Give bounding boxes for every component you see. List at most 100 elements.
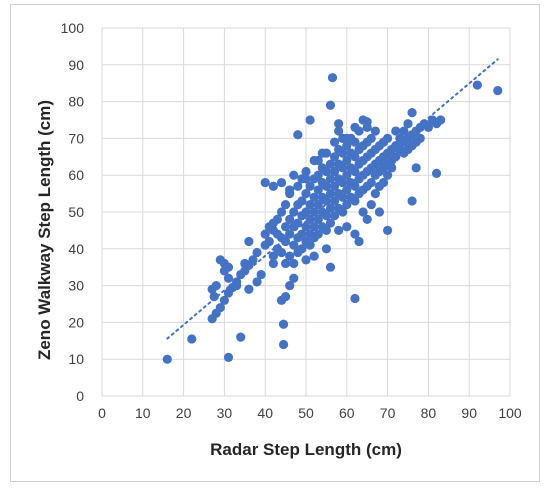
data-point (334, 119, 344, 129)
data-point (268, 258, 278, 269)
data-point (423, 122, 433, 132)
data-point (350, 196, 360, 206)
y-tick-label: 10 (68, 351, 84, 367)
data-point (342, 133, 352, 143)
data-point (301, 174, 311, 184)
data-point (244, 284, 254, 294)
data-point (297, 196, 307, 206)
data-point (223, 352, 234, 362)
data-point (329, 137, 340, 147)
y-tick-label: 20 (68, 314, 84, 330)
data-point (325, 189, 336, 199)
data-point (313, 229, 323, 239)
y-tick-label: 70 (68, 130, 84, 146)
data-point (305, 181, 315, 191)
data-point (350, 229, 360, 239)
x-tick-label: 60 (339, 405, 355, 421)
data-point (256, 269, 266, 280)
data-point (350, 152, 360, 162)
data-point (327, 73, 338, 83)
data-point (325, 100, 336, 110)
x-tick-label: 0 (98, 405, 106, 421)
data-point (209, 292, 219, 302)
data-point (370, 126, 380, 136)
data-point (289, 258, 299, 269)
y-tick-label: 90 (68, 57, 84, 73)
data-point (276, 247, 287, 258)
x-tick-label: 100 (498, 405, 522, 421)
y-tick-label: 40 (68, 241, 84, 257)
data-point (338, 192, 348, 202)
y-tick-label: 60 (68, 167, 84, 183)
data-point (391, 152, 401, 162)
data-point (313, 214, 323, 224)
data-point (281, 258, 291, 269)
data-point (415, 133, 425, 143)
data-point (285, 251, 295, 261)
y-tick-label: 0 (76, 388, 84, 404)
data-point (338, 163, 348, 173)
data-point (493, 85, 503, 96)
data-point (305, 214, 315, 224)
x-tick-label: 90 (461, 405, 477, 421)
data-point (350, 137, 360, 147)
data-point (244, 236, 254, 247)
data-point (281, 222, 291, 232)
y-tick-label: 80 (68, 94, 84, 110)
data-point (301, 189, 311, 199)
x-tick-label: 50 (298, 405, 314, 421)
x-tick-label: 40 (257, 405, 273, 421)
x-tick-label: 10 (135, 405, 151, 421)
data-point (334, 126, 344, 136)
data-point (383, 170, 393, 180)
y-tick-label: 100 (61, 20, 85, 36)
data-point (219, 295, 229, 305)
data-point (407, 196, 417, 206)
data-point (472, 80, 482, 90)
data-point (305, 200, 315, 210)
data-point (407, 108, 417, 118)
data-point (342, 141, 352, 151)
data-point (309, 222, 319, 232)
data-point (309, 251, 319, 261)
data-point (268, 251, 278, 261)
y-tick-labels: 0 10 20 30 40 50 60 70 80 90 100 (61, 20, 85, 404)
data-point (403, 119, 413, 129)
data-point (260, 177, 270, 188)
data-point (383, 225, 393, 235)
data-point (252, 277, 262, 287)
data-point (387, 163, 397, 173)
data-points (162, 73, 503, 364)
data-point (321, 196, 331, 206)
data-point (281, 292, 291, 302)
data-point (350, 122, 360, 132)
data-point (309, 192, 319, 202)
chart-frame (10, 4, 540, 482)
data-point (293, 130, 303, 140)
data-point (301, 222, 311, 232)
data-point (362, 117, 372, 127)
data-point (305, 115, 315, 125)
data-point (232, 281, 242, 291)
data-point (338, 148, 348, 158)
data-point (431, 168, 442, 178)
data-point (338, 207, 348, 217)
data-point (236, 332, 246, 342)
y-tick-label: 30 (68, 278, 84, 294)
data-point (293, 181, 303, 191)
data-point (329, 211, 340, 221)
data-point (281, 200, 291, 210)
data-point (285, 214, 295, 224)
data-point (411, 163, 421, 173)
data-point (338, 177, 348, 188)
data-point (293, 218, 303, 228)
data-point (342, 155, 352, 166)
data-point (350, 293, 360, 304)
x-tick-labels: 0 10 20 30 40 50 60 70 80 90 100 (98, 405, 522, 421)
data-point (285, 229, 295, 239)
data-point (354, 236, 364, 247)
x-tick-label: 80 (421, 405, 437, 421)
data-point (289, 170, 299, 180)
data-point (289, 240, 299, 250)
data-point (313, 185, 323, 195)
